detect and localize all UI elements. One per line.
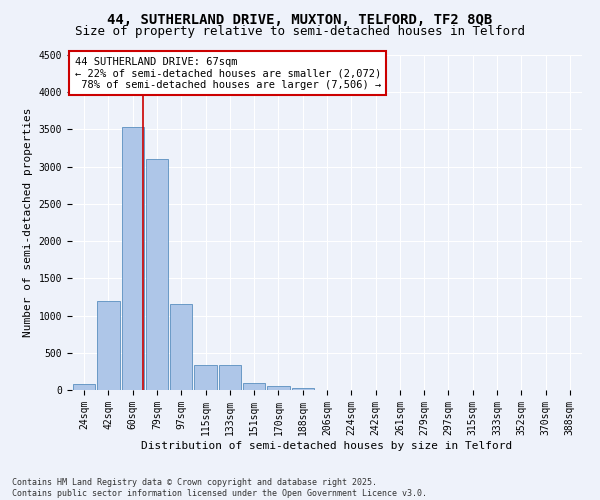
- Bar: [292, 388, 314, 390]
- Text: Contains HM Land Registry data © Crown copyright and database right 2025.
Contai: Contains HM Land Registry data © Crown c…: [12, 478, 427, 498]
- Bar: [218, 366, 241, 390]
- Bar: [146, 159, 168, 390]
- Text: Size of property relative to semi-detached houses in Telford: Size of property relative to semi-detach…: [75, 25, 525, 38]
- Text: 44, SUTHERLAND DRIVE, MUXTON, TELFORD, TF2 8QB: 44, SUTHERLAND DRIVE, MUXTON, TELFORD, T…: [107, 12, 493, 26]
- Bar: [194, 366, 217, 390]
- Bar: [97, 300, 119, 390]
- Bar: [73, 384, 95, 390]
- X-axis label: Distribution of semi-detached houses by size in Telford: Distribution of semi-detached houses by …: [142, 440, 512, 450]
- Bar: [243, 382, 265, 390]
- Text: 44 SUTHERLAND DRIVE: 67sqm
← 22% of semi-detached houses are smaller (2,072)
 78: 44 SUTHERLAND DRIVE: 67sqm ← 22% of semi…: [74, 56, 381, 90]
- Bar: [267, 386, 290, 390]
- Bar: [170, 304, 193, 390]
- Bar: [122, 127, 144, 390]
- Y-axis label: Number of semi-detached properties: Number of semi-detached properties: [23, 108, 33, 337]
